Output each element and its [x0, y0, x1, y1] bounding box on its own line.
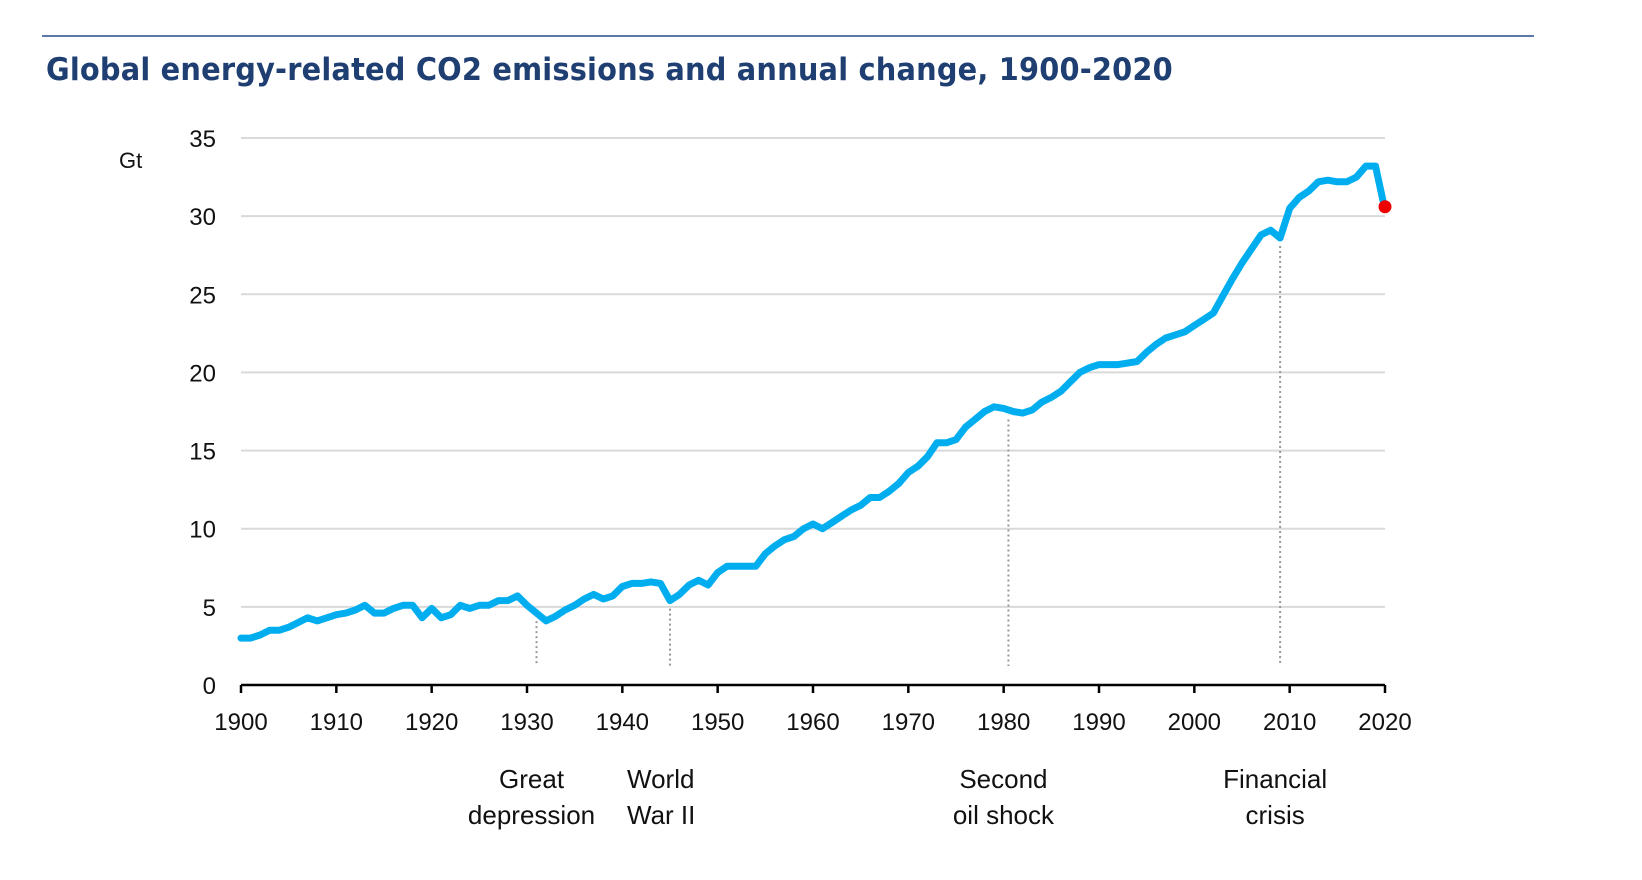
- emissions-line: [237, 162, 1387, 642]
- event-label: depression: [468, 800, 595, 830]
- y-tick-label: 15: [189, 439, 216, 466]
- x-tick-label: 1960: [786, 709, 839, 736]
- y-axis: 0 5 10 15 20 25 30 35: [189, 126, 216, 700]
- x-tick-label: 1900: [214, 709, 267, 736]
- event-label: crisis: [1246, 800, 1305, 830]
- y-tick-label: 25: [189, 282, 216, 309]
- series-layer: [237, 162, 1392, 642]
- y-tick-label: 35: [189, 126, 216, 153]
- y-tick-label: 5: [203, 595, 216, 622]
- x-tick-label: 2010: [1263, 709, 1316, 736]
- event-label: War II: [627, 800, 695, 830]
- event-label: oil shock: [953, 800, 1055, 830]
- y-tick-label: 20: [189, 360, 216, 387]
- event-labels: Great depression World War II Second oil shoc…: [468, 764, 1327, 830]
- event-label: Great: [499, 764, 565, 794]
- y-tick-label: 10: [189, 517, 216, 544]
- top-divider: [42, 35, 1534, 37]
- x-tick-label: 1980: [977, 709, 1030, 736]
- y-axis-unit-label: Gt: [119, 148, 142, 173]
- event-label: Second: [959, 764, 1047, 794]
- x-tick-label: 1950: [691, 709, 744, 736]
- x-tick-label: 1920: [405, 709, 458, 736]
- gridlines: [241, 137, 1385, 608]
- y-tick-label: 0: [203, 673, 216, 700]
- event-markers: [535, 246, 1282, 666]
- x-tick-label: 1940: [596, 709, 649, 736]
- chart-title: Global energy-related CO2 emissions and …: [46, 52, 1173, 88]
- x-axis: 1900 1910 1920 1930 1940 1950 1960 1970 1980 1990…: [214, 683, 1412, 736]
- x-tick-label: 2000: [1168, 709, 1221, 736]
- x-tick-label: 1970: [882, 709, 935, 736]
- y-tick-label: 30: [189, 204, 216, 231]
- point-2020-estimate: [1378, 200, 1392, 214]
- x-tick-label: 1930: [500, 709, 553, 736]
- event-label: Financial: [1223, 764, 1327, 794]
- x-tick-label: 1990: [1072, 709, 1125, 736]
- x-tick-label: 1910: [310, 709, 363, 736]
- x-tick-label: 2020: [1358, 709, 1411, 736]
- event-label: World: [627, 764, 694, 794]
